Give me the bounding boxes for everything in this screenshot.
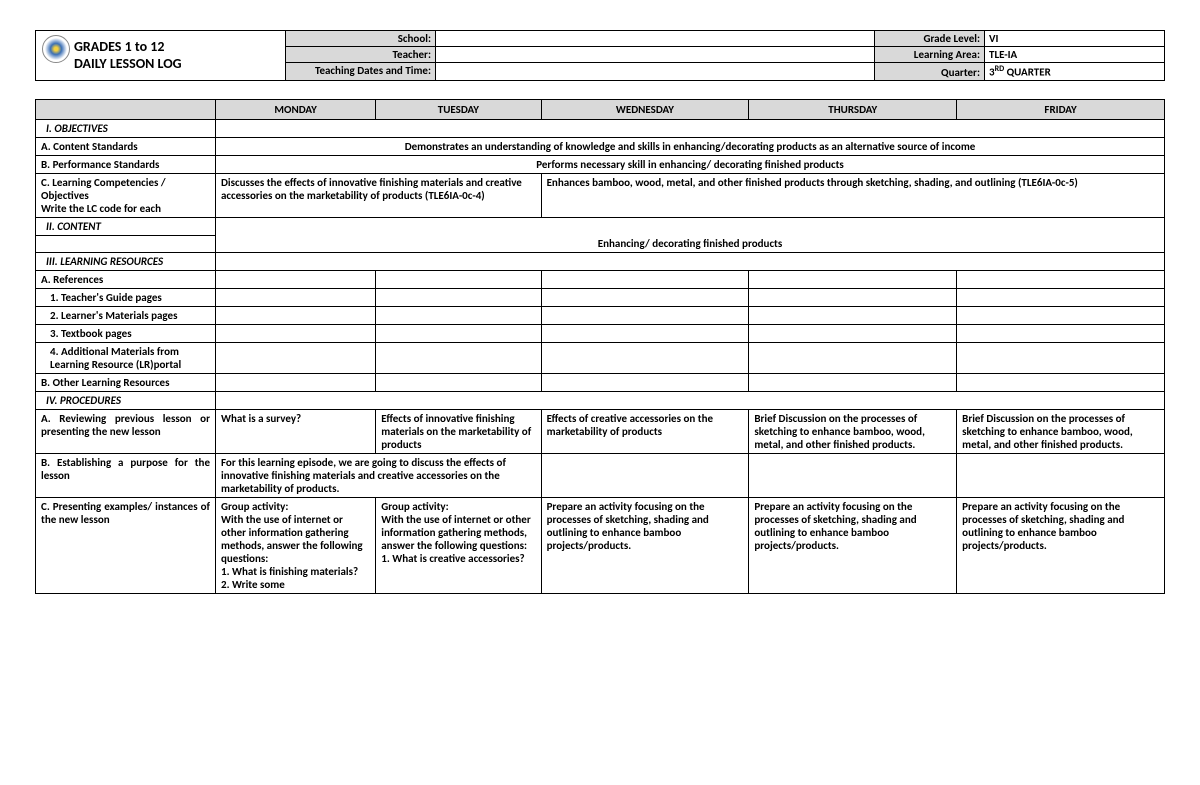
content-blank xyxy=(216,217,1165,235)
proc-b-mon: For this learning episode, we are going … xyxy=(216,454,542,498)
tb-thu xyxy=(749,325,957,343)
proc-b-label: B. Establishing a purpose for the lesson xyxy=(36,454,216,498)
fri-header: FRIDAY xyxy=(957,99,1165,119)
title-line1: GRADES 1 to 12 xyxy=(74,38,164,55)
grade-label: Grade Level: xyxy=(875,31,985,47)
ref-label: A. References xyxy=(36,271,216,289)
tg-fri xyxy=(957,289,1165,307)
title-line2: DAILY LESSON LOG xyxy=(74,55,182,72)
dates-label: Teaching Dates and Time: xyxy=(286,63,436,81)
school-value xyxy=(436,31,875,47)
tg-thu xyxy=(749,289,957,307)
lm-tue xyxy=(376,307,541,325)
lr-blank xyxy=(216,253,1165,271)
quarter-value: 3RD QUARTER xyxy=(985,63,1165,81)
thu-header: THURSDAY xyxy=(749,99,957,119)
proc-c-thu: Prepare an activity focusing on the proc… xyxy=(749,498,957,594)
am-tue xyxy=(376,343,541,374)
olr-wed xyxy=(541,374,749,392)
lm-wed xyxy=(541,307,749,325)
tg-mon xyxy=(216,289,376,307)
teacher-label: Teacher: xyxy=(286,47,436,63)
content-value: Enhancing/ decorating finished products xyxy=(216,235,1165,253)
content-std-label: A. Content Standards xyxy=(36,137,216,155)
proc-b-thu xyxy=(749,454,957,498)
tb-wed xyxy=(541,325,749,343)
teacher-value xyxy=(436,47,875,63)
proc-a-label: A. Reviewing previous lesson or presenti… xyxy=(36,410,216,454)
days-header-row: MONDAY TUESDAY WEDNESDAY THURSDAY FRIDAY xyxy=(36,99,1165,119)
school-label: School: xyxy=(286,31,436,47)
proc-a-mon: What is a survey? xyxy=(216,410,376,454)
ref-thu xyxy=(749,271,957,289)
tue-header: TUESDAY xyxy=(376,99,541,119)
olr-fri xyxy=(957,374,1165,392)
tg-wed xyxy=(541,289,749,307)
proc-c-fri: Prepare an activity focusing on the proc… xyxy=(957,498,1165,594)
wed-header: WEDNESDAY xyxy=(541,99,749,119)
lr-label: III. LEARNING RESOURCES xyxy=(36,253,216,271)
perf-std-value: Performs necessary skill in enhancing/ d… xyxy=(216,155,1165,173)
content-label: II. CONTENT xyxy=(36,217,216,235)
proc-label: IV. PROCEDURES xyxy=(36,392,216,410)
grade-value: VI xyxy=(985,31,1165,47)
ref-wed xyxy=(541,271,749,289)
proc-c-label: C. Presenting examples/ instances of the… xyxy=(36,498,216,594)
lm-thu xyxy=(749,307,957,325)
ref-fri xyxy=(957,271,1165,289)
ref-mon xyxy=(216,271,376,289)
am-label: 4. Additional Materials from Learning Re… xyxy=(36,343,216,374)
ref-tue xyxy=(376,271,541,289)
blank-header xyxy=(36,99,216,119)
olr-label: B. Other Learning Resources xyxy=(36,374,216,392)
dates-value xyxy=(436,63,875,81)
am-fri xyxy=(957,343,1165,374)
tb-mon xyxy=(216,325,376,343)
content-std-value: Demonstrates an understanding of knowled… xyxy=(216,137,1165,155)
lm-fri xyxy=(957,307,1165,325)
objectives-blank xyxy=(216,119,1165,137)
proc-c-mon: Group activity: With the use of internet… xyxy=(216,498,376,594)
proc-a-tue: Effects of innovative finishing material… xyxy=(376,410,541,454)
quarter-label: Quarter: xyxy=(875,63,985,81)
quarter-suffix: QUARTER xyxy=(1004,66,1051,79)
tb-label: 3. Textbook pages xyxy=(36,325,216,343)
lc-val1: Discusses the effects of innovative fini… xyxy=(216,173,542,217)
mon-header: MONDAY xyxy=(216,99,376,119)
lesson-table: MONDAY TUESDAY WEDNESDAY THURSDAY FRIDAY… xyxy=(35,99,1165,595)
perf-std-label: B. Performance Standards xyxy=(36,155,216,173)
content-label-ext xyxy=(36,235,216,253)
tg-label: 1. Teacher's Guide pages xyxy=(36,289,216,307)
olr-thu xyxy=(749,374,957,392)
proc-blank xyxy=(216,392,1165,410)
proc-b-fri xyxy=(957,454,1165,498)
deped-logo-icon xyxy=(42,35,70,63)
olr-mon xyxy=(216,374,376,392)
proc-a-wed: Effects of creative accessories on the m… xyxy=(541,410,749,454)
olr-tue xyxy=(376,374,541,392)
doc-title-cell: GRADES 1 to 12 DAILY LESSON LOG xyxy=(36,31,286,81)
quarter-sup: RD xyxy=(995,64,1005,74)
area-value: TLE-IA xyxy=(985,47,1165,63)
am-thu xyxy=(749,343,957,374)
header-table: GRADES 1 to 12 DAILY LESSON LOG School: … xyxy=(35,30,1165,81)
lm-mon xyxy=(216,307,376,325)
proc-b-wed xyxy=(541,454,749,498)
tg-tue xyxy=(376,289,541,307)
lc-label: C. Learning Competencies / Objectives Wr… xyxy=(36,173,216,217)
lc-val2: Enhances bamboo, wood, metal, and other … xyxy=(541,173,1164,217)
am-mon xyxy=(216,343,376,374)
proc-c-wed: Prepare an activity focusing on the proc… xyxy=(541,498,749,594)
tb-tue xyxy=(376,325,541,343)
proc-c-tue: Group activity: With the use of internet… xyxy=(376,498,541,594)
area-label: Learning Area: xyxy=(875,47,985,63)
lm-label: 2. Learner's Materials pages xyxy=(36,307,216,325)
objectives-label: I. OBJECTIVES xyxy=(36,119,216,137)
proc-a-fri: Brief Discussion on the processes of ske… xyxy=(957,410,1165,454)
tb-fri xyxy=(957,325,1165,343)
proc-a-thu: Brief Discussion on the processes of ske… xyxy=(749,410,957,454)
am-wed xyxy=(541,343,749,374)
